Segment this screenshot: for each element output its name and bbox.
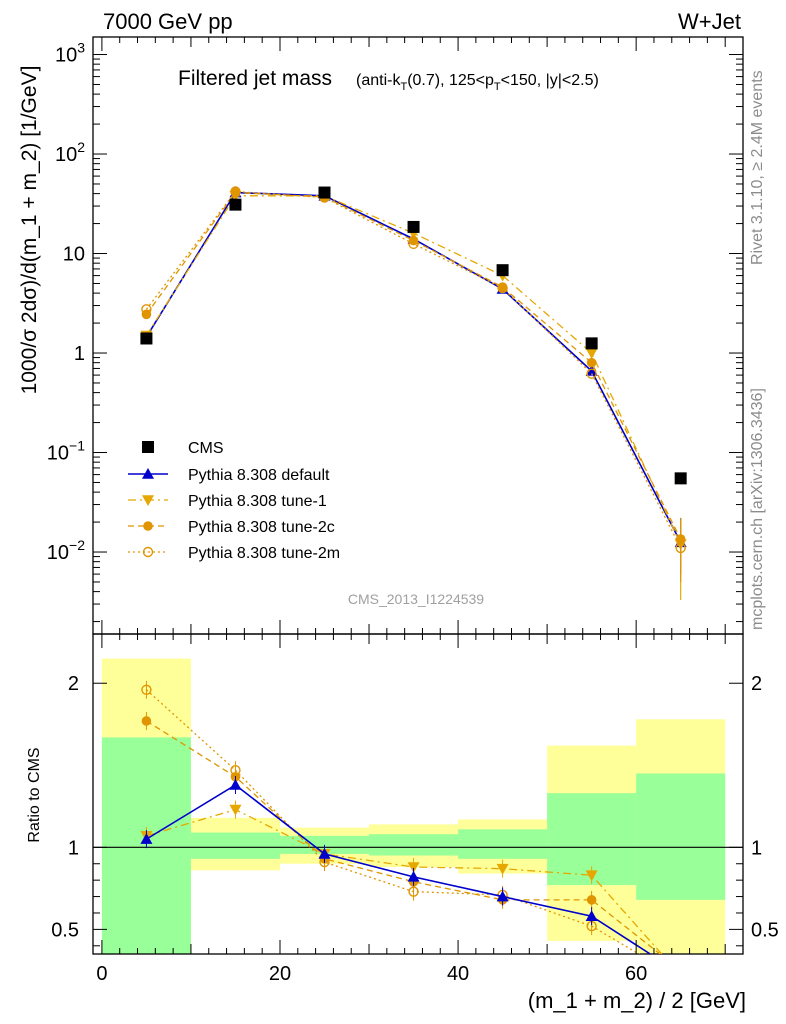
data-point (141, 304, 152, 315)
main-y-tick-label: 10−1 (47, 438, 85, 465)
data-point (407, 220, 420, 233)
ratio-bands (93, 658, 743, 954)
x-tick-label: 20 (269, 963, 291, 985)
ratio-point (496, 890, 509, 902)
data-point (497, 282, 508, 294)
legend-label: Pythia 8.308 default (188, 467, 330, 484)
data-point (408, 238, 419, 250)
main-series-3 (141, 187, 686, 575)
main-series-layer (140, 186, 687, 600)
uncertainty-band-green (369, 834, 459, 856)
x-tick-label: 0 (96, 963, 107, 985)
main-y-tick-label: 103 (55, 40, 85, 67)
data-point (496, 264, 509, 277)
uncertainty-band-green (458, 829, 548, 859)
ratio-point (140, 833, 153, 844)
ratio-series-clipped (140, 680, 663, 954)
main-y-axis: 10−2 10−1 1 10 102 103 (47, 40, 743, 623)
ratio-series-layer (140, 680, 663, 954)
ratio-point (141, 684, 152, 695)
x-tick-label: 40 (447, 963, 469, 985)
x-axis: 0 20 40 60 (96, 37, 726, 985)
ratio-y-tick-label-right: 0.5 (751, 919, 779, 941)
ratio-y-tick-label: 2 (68, 673, 79, 695)
data-point (229, 198, 242, 211)
data-point (674, 472, 687, 485)
process-label: W+Jet (678, 9, 741, 34)
plot-title: Filtered jet mass (anti-kT(0.7), 125<pT<… (178, 67, 599, 93)
rivet-version-label: Rivet 3.1.10, ≥ 2.4M events (749, 70, 766, 265)
uncertainty-band-green (636, 773, 726, 900)
ratio-point (585, 910, 598, 922)
data-point (585, 348, 598, 360)
ratio-point (585, 870, 598, 882)
legend-label: CMS (188, 440, 224, 457)
main-y-axis-label: 1000/σ 2dσ)/d(m_1 + m_2) [1/GeV] (18, 66, 41, 395)
ratio-y-axis: 0.5 0.5 1 1 2 2 (51, 673, 779, 947)
main-series-4 (141, 186, 686, 582)
legend-label: Pythia 8.308 tune-2m (188, 545, 340, 562)
data-point (585, 337, 598, 350)
ratio-y-axis-label: Ratio to CMS (26, 747, 43, 842)
ratio-y-tick-label-right: 2 (751, 673, 762, 695)
ratio-y-tick-label-right: 1 (751, 837, 762, 859)
main-y-tick-label: 1 (74, 343, 85, 365)
ratio-point (229, 804, 242, 816)
data-point (675, 542, 686, 554)
data-point (318, 186, 331, 199)
legend-marker (143, 521, 153, 531)
ratio-series-0 (140, 775, 652, 954)
data-point (586, 368, 597, 379)
legend-label: Pythia 8.308 tune-2c (188, 519, 335, 536)
ratio-point (230, 765, 241, 776)
data-point (140, 332, 153, 345)
legend-marker (142, 441, 154, 453)
x-tick-label: 60 (625, 963, 647, 985)
series-line (145, 190, 682, 549)
analysis-watermark: CMS_2013_I1224539 (348, 591, 484, 607)
legend-marker (142, 546, 154, 558)
legend-marker (142, 468, 154, 479)
ratio-point (407, 870, 420, 882)
main-y-tick-label: 102 (55, 139, 85, 166)
legend: CMS Pythia 8.308 default Pythia 8.308 tune… (128, 440, 340, 562)
mcplots-label: mcplots.cern.ch [arXiv:1306.3436] (749, 388, 766, 630)
data-point (585, 364, 598, 376)
ratio-point (318, 847, 331, 859)
ratio-point (586, 895, 597, 905)
ratio-point (496, 863, 509, 875)
ratio-point (408, 886, 419, 897)
energy-label: 7000 GeV pp (103, 9, 233, 34)
plot-title-cuts: (anti-kT(0.7), 125<pT<150, |y|<2.5) (356, 72, 599, 93)
main-series-0 (140, 186, 687, 485)
ratio-point (229, 778, 242, 790)
data-point (230, 186, 241, 197)
uncertainty-band-green (279, 835, 370, 854)
data-point (586, 357, 597, 368)
uncertainty-band-green (190, 832, 280, 859)
ratio-point (141, 716, 152, 726)
ratio-plot-frame (92, 633, 744, 955)
main-y-tick-label: 10−2 (47, 537, 85, 564)
legend-marker (142, 495, 154, 506)
data-point (408, 235, 419, 246)
ratio-point (407, 862, 420, 874)
plot-title-main: Filtered jet mass (178, 67, 332, 90)
ratio-y-tick-label: 0.5 (51, 919, 79, 941)
x-axis-label: (m_1 + m_2) / 2 [GeV] (528, 988, 746, 1013)
legend-label: Pythia 8.308 tune-1 (188, 493, 327, 510)
ratio-y-tick-label: 1 (68, 837, 79, 859)
main-y-tick-label: 10 (63, 244, 85, 266)
